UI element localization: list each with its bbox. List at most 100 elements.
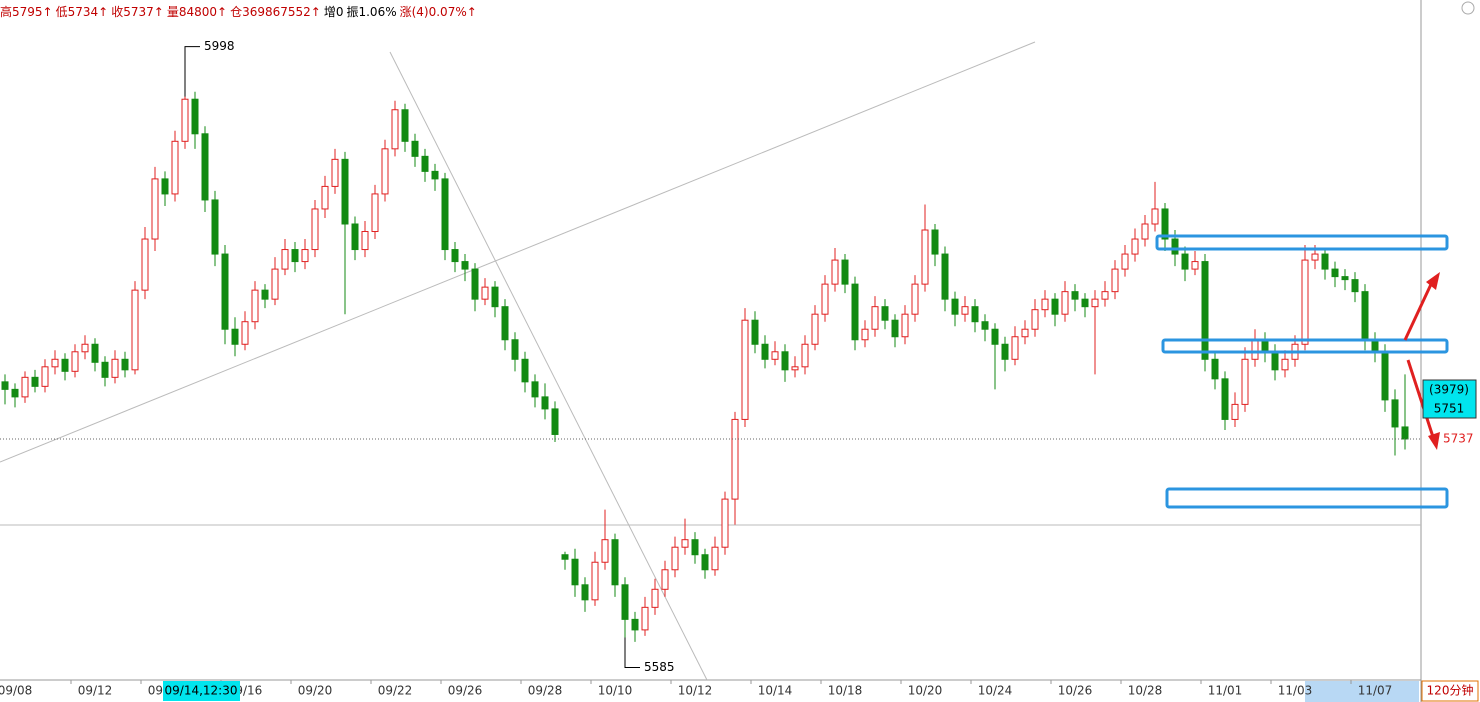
period-box[interactable] — [1421, 680, 1479, 702]
candle-body — [31, 376, 39, 387]
candle-body — [681, 539, 689, 548]
cursor-info: 5751 — [1434, 402, 1465, 416]
candle-body — [331, 158, 339, 187]
candle-body — [971, 306, 979, 323]
x-tick-label: 11/01 — [1208, 684, 1243, 698]
candle-body — [891, 319, 899, 338]
range-highlight — [1305, 681, 1419, 702]
header: 高5795↑ 低5734↑ 收5737↑ 量84800↑ 仓369867552↑ 增0 振1… — [0, 3, 480, 20]
candle-body — [1131, 238, 1139, 255]
candle-body — [1361, 291, 1369, 341]
header-item: 振1.06% — [346, 5, 397, 19]
zone-box[interactable] — [1155, 234, 1449, 251]
arrow-head — [1426, 272, 1440, 290]
x-tick-label: 10/26 — [1058, 684, 1093, 698]
candle-body — [131, 289, 139, 371]
candle-body — [1161, 208, 1169, 240]
candle-body — [371, 193, 379, 233]
candle-body — [1381, 351, 1389, 401]
period-label: 120分钟 — [1427, 683, 1474, 698]
trend-line — [389, 51, 708, 681]
header-item: 仓369867552↑ — [230, 5, 321, 19]
candle-body — [1001, 343, 1009, 360]
candle-body — [1231, 403, 1239, 420]
candle-body — [651, 588, 659, 608]
candle-body — [1031, 309, 1039, 330]
candle-body — [1191, 261, 1199, 270]
x-tick-label: 11/07 — [1358, 684, 1393, 698]
candle-body — [901, 313, 909, 338]
candle-body — [361, 231, 369, 251]
candle-body — [291, 249, 299, 263]
x-tick-label: 10/12 — [678, 684, 713, 698]
candle-body — [231, 328, 239, 345]
candle-body — [1061, 291, 1069, 315]
candle-body — [621, 584, 629, 620]
candle-body — [1151, 208, 1159, 225]
candle-body — [801, 343, 809, 368]
candle-body — [1301, 259, 1309, 345]
candle-body — [211, 199, 219, 255]
candle-body — [571, 558, 579, 586]
candle-body — [411, 140, 419, 157]
candle-body — [221, 253, 229, 330]
high-label: 5998 — [204, 39, 235, 53]
candle-body — [1271, 351, 1279, 371]
header-item: 高5795↑ — [0, 5, 53, 19]
candle-body — [1101, 291, 1109, 300]
candle-body — [271, 268, 279, 300]
candles — [1, 46, 1409, 668]
x-tick-label: 09/08 — [0, 684, 32, 698]
candle-body — [21, 376, 29, 398]
cursor-info: (3979) — [1429, 383, 1469, 397]
candle-body — [751, 319, 759, 345]
candle-body — [1011, 336, 1019, 360]
candle-body — [141, 238, 149, 291]
candle-body — [1321, 253, 1329, 270]
candle-body — [391, 109, 399, 150]
candle-body — [1351, 279, 1359, 293]
candle-body — [1261, 339, 1269, 353]
arrow — [1406, 359, 1436, 441]
candle-body — [191, 98, 199, 135]
candle-body — [841, 259, 849, 285]
x-tick-label: 09/12 — [78, 684, 113, 698]
zone-box[interactable] — [1161, 338, 1449, 354]
candle-body — [1071, 291, 1079, 300]
candle-body — [61, 358, 69, 372]
candle-body — [181, 98, 189, 142]
candle-body — [791, 366, 799, 371]
candle-body — [551, 408, 559, 435]
candle-body — [721, 498, 729, 548]
cursor-time-box — [163, 681, 240, 701]
x-tick-label: 10/28 — [1128, 684, 1163, 698]
candle-body — [11, 388, 19, 398]
candle-body — [511, 339, 519, 360]
candle-body — [501, 306, 509, 341]
candle-body — [281, 249, 289, 270]
cursor-time: 09/14,12:30 — [165, 684, 238, 698]
candle-body — [561, 554, 569, 560]
candle-body — [881, 306, 889, 321]
candle-body — [531, 381, 539, 398]
candle-body — [451, 249, 459, 263]
candle-body — [351, 223, 359, 251]
candle-body — [771, 351, 779, 360]
x-tick-label: 10/24 — [978, 684, 1013, 698]
candle-body — [1091, 298, 1099, 308]
candle-body — [1, 381, 9, 390]
settings-dot[interactable] — [1461, 1, 1475, 15]
header-item: 低5734↑ — [55, 5, 109, 19]
candle-body — [691, 539, 699, 556]
candle-body — [851, 283, 859, 341]
candle-body — [1221, 378, 1229, 420]
candle-body — [421, 155, 429, 172]
candle-body — [241, 321, 249, 345]
candle-body — [1181, 253, 1189, 270]
candle-body — [431, 170, 439, 180]
candle-body — [951, 298, 959, 315]
candle-body — [481, 286, 489, 300]
candle-body — [1241, 358, 1249, 405]
zone-box[interactable] — [1165, 487, 1449, 509]
